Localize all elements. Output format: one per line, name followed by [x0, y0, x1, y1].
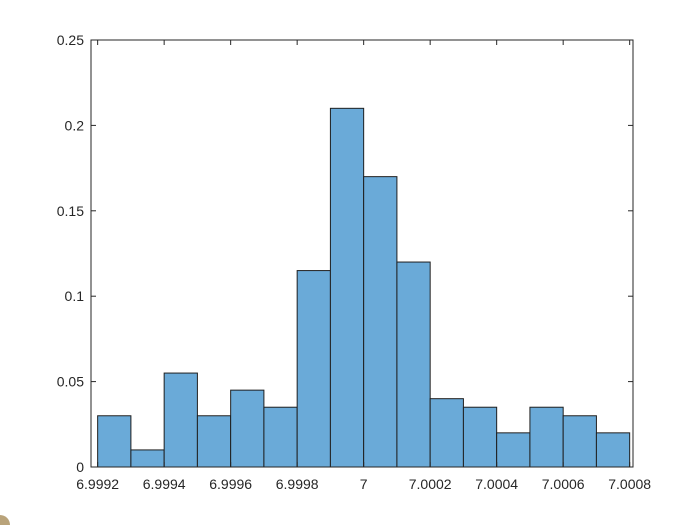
histogram-bar: [230, 389, 265, 468]
histogram-bar: [196, 415, 232, 468]
y-tick-label: 0: [76, 459, 84, 475]
x-tick-label: 6.9998: [276, 476, 319, 492]
y-tick-label: 0.25: [57, 32, 84, 48]
x-tick-label: 7: [360, 476, 368, 492]
histogram-bar: [296, 270, 331, 468]
corner-decoration: [0, 515, 10, 525]
x-tick-label: 7.0004: [475, 476, 518, 492]
histogram-bar: [396, 261, 431, 468]
x-tick-label: 7.0008: [608, 476, 651, 492]
histogram-bar: [562, 415, 597, 468]
x-tick-label: 6.9996: [209, 476, 252, 492]
histogram-bar: [329, 107, 365, 468]
histogram-bar: [429, 398, 464, 468]
histogram-bars: [97, 107, 631, 468]
histogram-bar: [363, 176, 398, 468]
x-tick-label: 7.0006: [542, 476, 585, 492]
histogram-bar: [163, 372, 198, 468]
x-tick-label: 6.9994: [143, 476, 186, 492]
y-tick-label: 0.2: [65, 117, 85, 133]
histogram-bar: [496, 432, 531, 468]
y-tick-label: 0.1: [65, 288, 85, 304]
histogram-bar: [595, 432, 631, 468]
histogram-bar: [97, 415, 132, 468]
axes: 6.9992 6.9994 6.9996 6.9998 7 7.0002 7.0004 7.0…: [57, 32, 652, 492]
histogram-bar: [130, 449, 165, 468]
x-tick-label: 6.9992: [76, 476, 119, 492]
plot-frame: [90, 39, 634, 468]
histogram-bar: [462, 406, 498, 468]
x-tick-label: 7.0002: [409, 476, 452, 492]
histogram-bar: [263, 406, 298, 468]
y-tick-label: 0.15: [57, 203, 84, 219]
histogram-bar: [529, 406, 564, 468]
y-tick-label: 0.05: [57, 374, 84, 390]
